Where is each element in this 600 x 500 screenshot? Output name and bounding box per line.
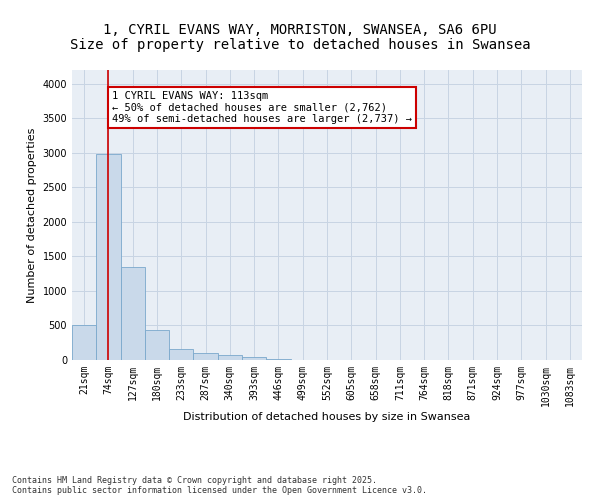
Bar	[218, 355, 242, 360]
Text: 1, CYRIL EVANS WAY, MORRISTON, SWANSEA, SA6 6PU: 1, CYRIL EVANS WAY, MORRISTON, SWANSEA, …	[103, 22, 497, 36]
Bar	[193, 353, 218, 360]
Text: Size of property relative to detached houses in Swansea: Size of property relative to detached ho…	[70, 38, 530, 52]
Bar	[169, 349, 193, 360]
Text: 1 CYRIL EVANS WAY: 113sqm
← 50% of detached houses are smaller (2,762)
49% of se: 1 CYRIL EVANS WAY: 113sqm ← 50% of detac…	[112, 90, 412, 124]
Y-axis label: Number of detached properties: Number of detached properties	[27, 128, 37, 302]
Bar	[242, 356, 266, 360]
Bar	[121, 267, 145, 360]
Bar	[145, 330, 169, 360]
X-axis label: Distribution of detached houses by size in Swansea: Distribution of detached houses by size …	[184, 412, 470, 422]
Bar	[72, 326, 96, 360]
Bar	[96, 154, 121, 360]
Text: Contains HM Land Registry data © Crown copyright and database right 2025.
Contai: Contains HM Land Registry data © Crown c…	[12, 476, 427, 495]
